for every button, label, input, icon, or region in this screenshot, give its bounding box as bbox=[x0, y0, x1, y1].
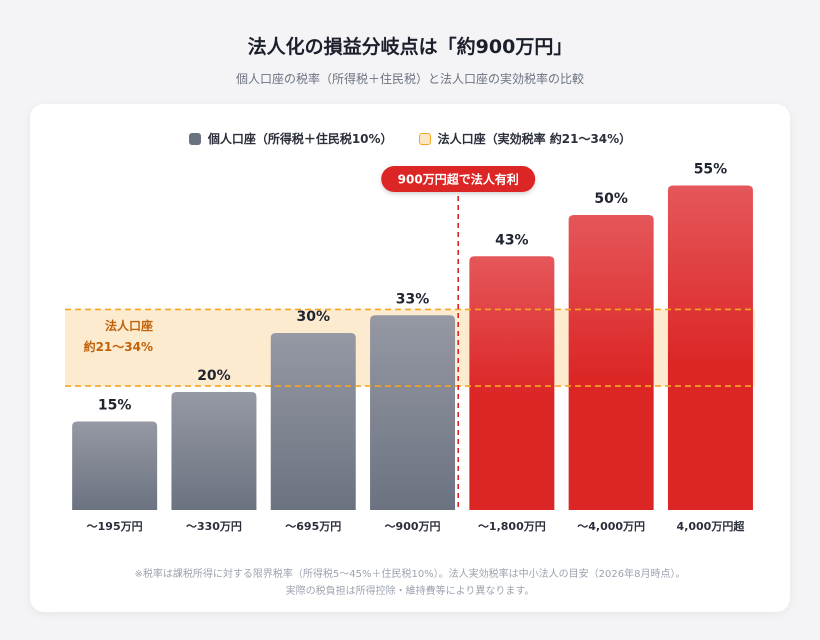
footnote: ※税率は課税所得に対する限界税率（所得税5〜45%＋住民税10%）。法人実効税率… bbox=[0, 566, 820, 600]
bar-1 bbox=[72, 421, 158, 510]
bar-7 bbox=[667, 185, 753, 510]
category-label-3: 〜695万円 bbox=[285, 520, 341, 533]
category-label-4: 〜900万円 bbox=[385, 520, 441, 533]
bar-4 bbox=[370, 315, 456, 510]
band-label-line-2: 約21〜34% bbox=[84, 339, 153, 354]
value-label-5: 43% bbox=[495, 232, 529, 248]
threshold-badge-label: 900万円超で法人有利 bbox=[398, 172, 519, 187]
legend-label-individual: 個人口座（所得税＋住民税10%） bbox=[207, 132, 393, 146]
legend-item-corporate: 法人口座（実効税率 約21〜34%） bbox=[418, 130, 632, 147]
value-label-2: 20% bbox=[197, 368, 231, 384]
value-label-1: 15% bbox=[98, 398, 132, 414]
bar-5 bbox=[469, 256, 555, 510]
bar-6 bbox=[568, 215, 654, 510]
legend: 個人口座（所得税＋住民税10%） 法人口座（実効税率 約21〜34%） bbox=[0, 130, 820, 147]
category-label-5: 〜1,800万円 bbox=[478, 520, 546, 533]
value-label-6: 50% bbox=[594, 191, 628, 207]
footnote-line-1: ※税率は課税所得に対する限界税率（所得税5〜45%＋住民税10%）。法人実効税率… bbox=[134, 569, 686, 580]
chart-subtitle: 個人口座の税率（所得税＋住民税）と法人口座の実効税率の比較 bbox=[235, 72, 584, 86]
legend-item-individual: 個人口座（所得税＋住民税10%） bbox=[188, 130, 393, 147]
legend-label-corporate: 法人口座（実効税率 約21〜34%） bbox=[437, 132, 632, 146]
threshold-badge bbox=[381, 166, 536, 192]
footnote-line-2: 実際の税負担は所得控除・維持費等により異なります。 bbox=[285, 586, 535, 597]
category-label-6: 〜4,000万円 bbox=[577, 520, 645, 533]
value-label-7: 55% bbox=[694, 162, 728, 178]
legend-swatch-individual bbox=[188, 132, 201, 145]
value-label-4: 33% bbox=[396, 291, 430, 307]
bar-3 bbox=[270, 333, 356, 510]
category-label-7: 4,000万円超 bbox=[677, 519, 746, 533]
value-label-3: 30% bbox=[296, 309, 330, 325]
category-label-1: 〜195万円 bbox=[87, 520, 143, 533]
band-label-line-1: 法人口座 bbox=[105, 318, 153, 333]
category-label-2: 〜330万円 bbox=[186, 520, 242, 533]
chart-title: 法人化の損益分岐点は「約900万円」 bbox=[247, 36, 573, 58]
bar-2 bbox=[171, 392, 257, 510]
legend-swatch-corporate bbox=[418, 132, 431, 145]
